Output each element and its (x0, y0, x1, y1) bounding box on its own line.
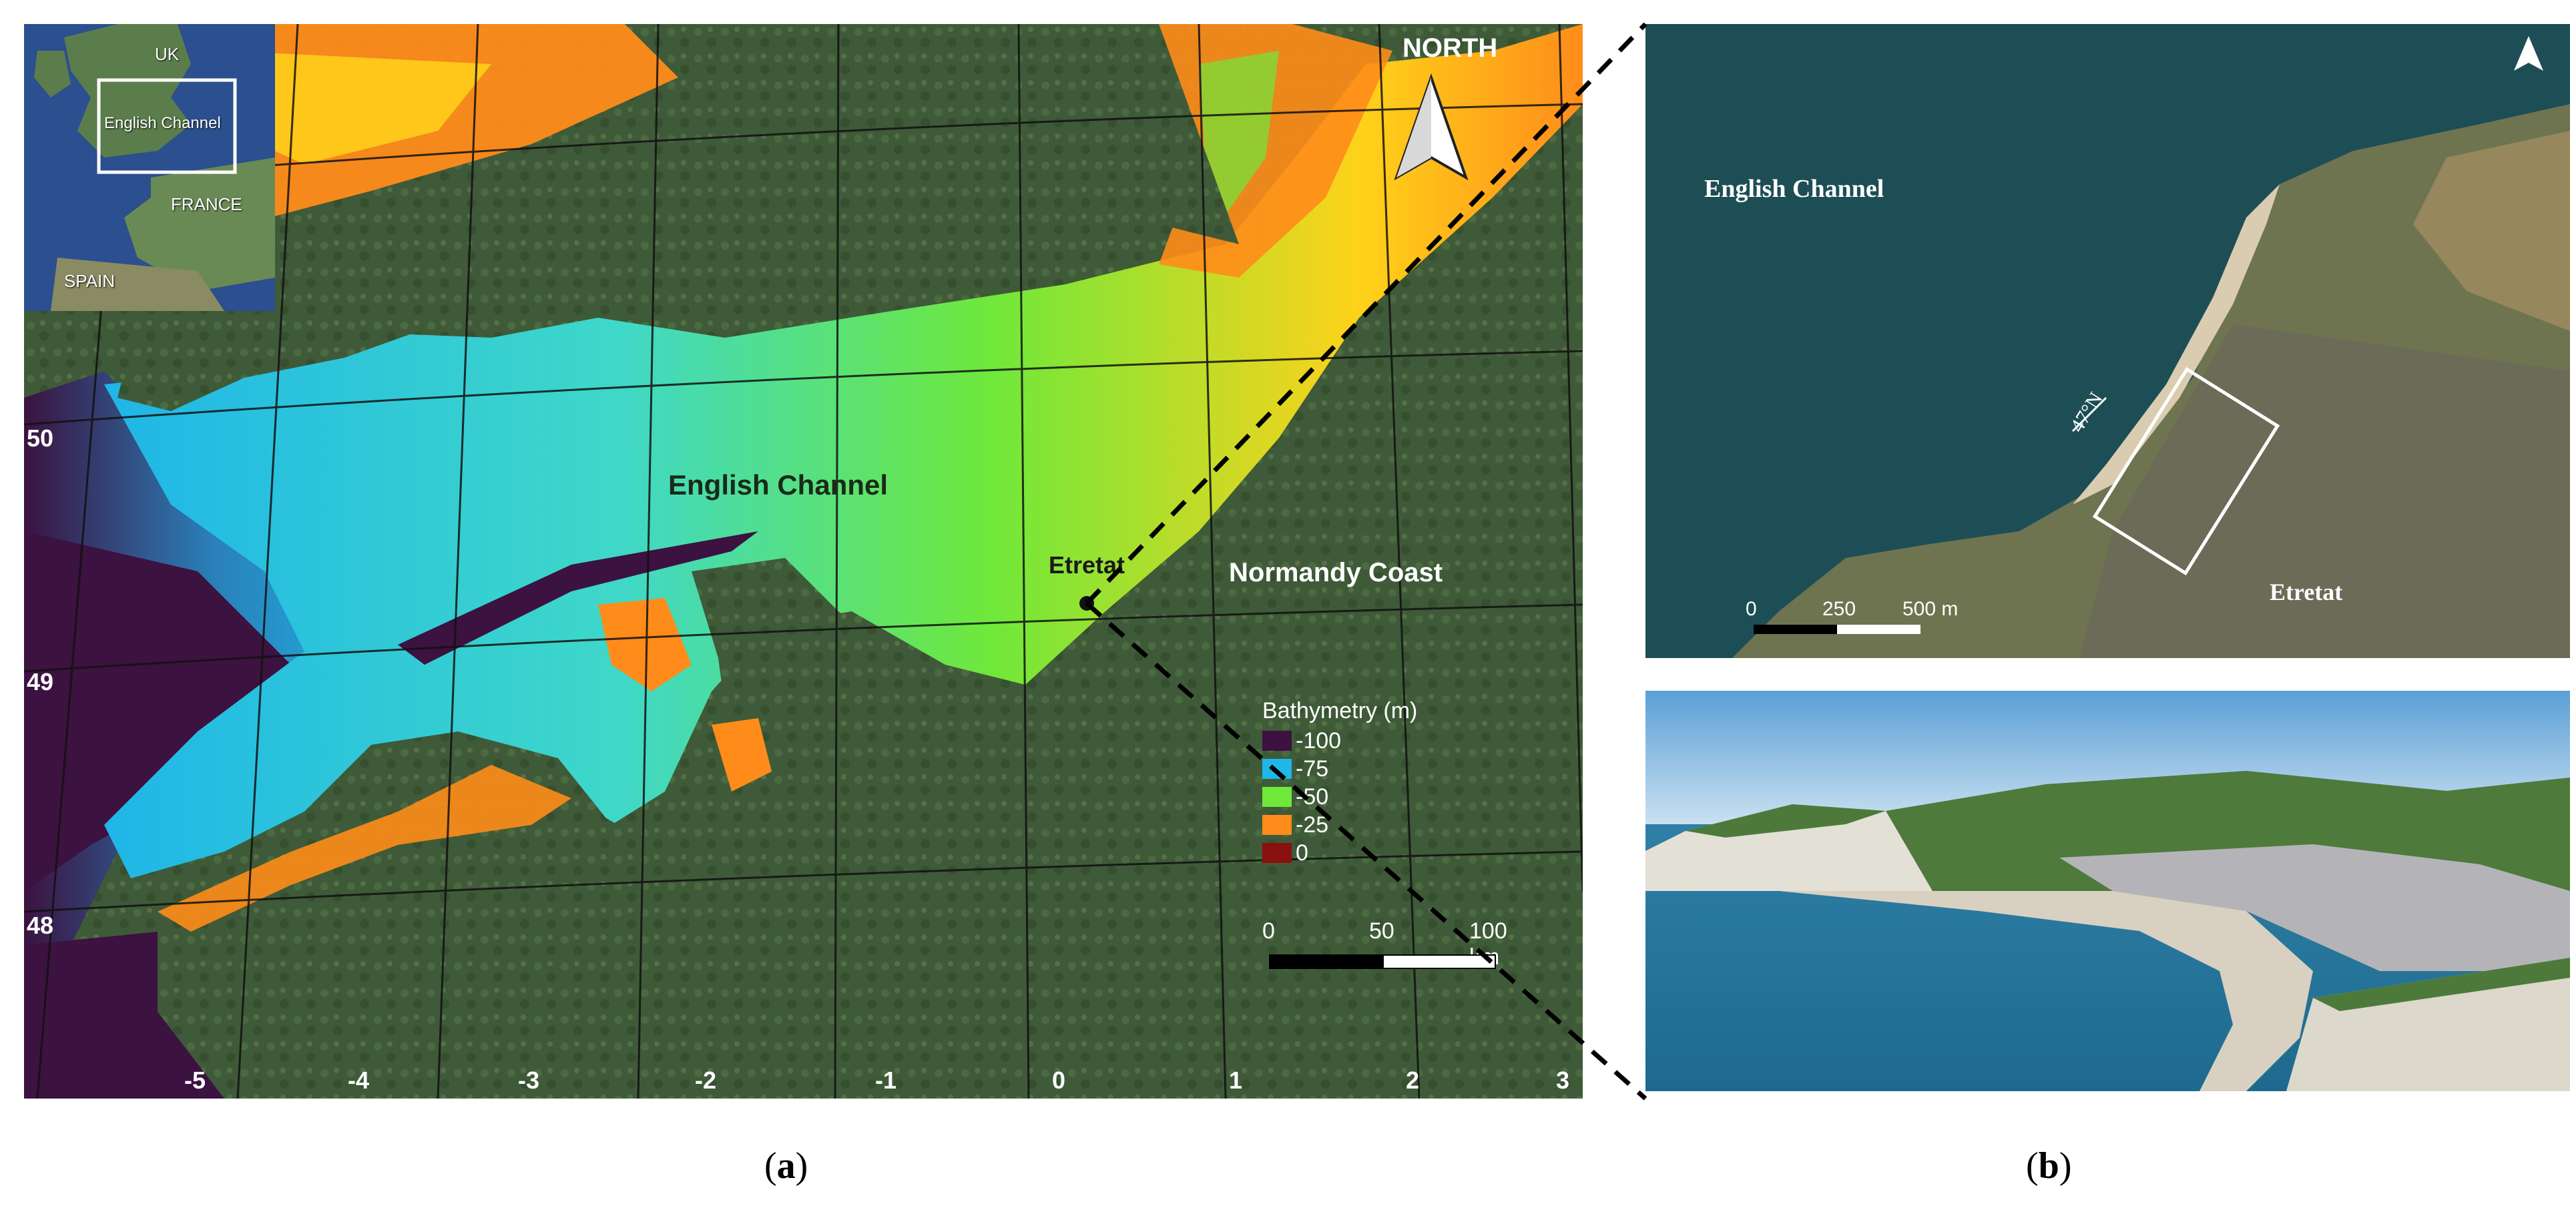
satellite-english-channel-label: English Channel (1704, 175, 1884, 203)
farmland (2413, 131, 2570, 331)
bathymetry-map-panel: UK English Channel FRANCE SPAIN NORTH En… (24, 24, 1583, 1099)
inset-map-graphic (24, 24, 275, 311)
cliff-top-grass (1686, 804, 1886, 838)
bearing-arrow-icon (2071, 396, 2107, 432)
legend-item: -25 (1262, 811, 1483, 839)
satellite-image (1645, 24, 2570, 658)
inset-label-spain: SPAIN (64, 271, 115, 291)
legend-value: 0 (1296, 840, 1308, 866)
inset-label-france: FRANCE (171, 194, 242, 214)
caption-a: (a) (764, 1145, 808, 1187)
normandy-coast-label: Normandy Coast (1229, 558, 1443, 587)
longitude-label-minus1: -1 (875, 1067, 897, 1094)
etretat-photo-panel (1645, 691, 2570, 1091)
scale-tick-0: 0 (1262, 918, 1275, 944)
longitude-label-minus4: -4 (348, 1067, 370, 1094)
legend-swatch (1262, 815, 1292, 835)
north-arrow-icon (2514, 36, 2543, 71)
inset-label-uk: UK (155, 44, 180, 64)
town-buildings (2059, 844, 2570, 971)
channel-islands-shoal-2 (712, 718, 772, 792)
legend-value: -100 (1296, 727, 1342, 753)
sat-scale-black-segment (1754, 625, 1837, 634)
scale-tick-50: 50 (1369, 918, 1394, 944)
cliff-amont-grass (2313, 958, 2570, 1011)
longitude-label-minus5: -5 (184, 1067, 206, 1094)
longitude-label-2: 2 (1406, 1067, 1420, 1094)
satellite-scale-bar: 0 250 500 m (1746, 598, 2013, 638)
legend-item: 0 (1262, 839, 1483, 867)
study-area-box (2092, 366, 2280, 576)
cornwall-land (117, 278, 438, 411)
latitude-label-50: 50 (27, 424, 54, 452)
longitude-label-minus2: -2 (695, 1067, 717, 1094)
latitude-label-49: 49 (27, 668, 54, 695)
sat-scale-tick-0: 0 (1746, 598, 1757, 620)
longitude-label-0: 0 (1052, 1067, 1066, 1094)
legend-value: -50 (1296, 784, 1329, 810)
longitude-label-1: 1 (1229, 1067, 1243, 1094)
beach (2073, 184, 2280, 505)
beach (1779, 891, 2313, 1091)
sat-scale-tick-500: 500 m (1902, 598, 1959, 620)
legend-value: -25 (1296, 812, 1329, 838)
north-label: NORTH (1402, 33, 1498, 63)
longitude-label-3: 3 (1556, 1067, 1570, 1094)
abyssal-zone (24, 531, 304, 892)
english-channel-water (104, 24, 1583, 878)
bathymetry-legend: Bathymetry (m) -100 -75 -50 -25 0 (1262, 698, 1483, 867)
legend-title: Bathymetry (m) (1262, 698, 1418, 723)
legend-value: -75 (1296, 755, 1329, 782)
legend-swatch (1262, 731, 1292, 751)
hurd-deep-trench (398, 531, 758, 665)
legend-item: -75 (1262, 755, 1483, 783)
legend-item: -50 (1262, 783, 1483, 811)
location-inset-map: UK English Channel FRANCE SPAIN (24, 24, 275, 311)
inset-label-english-channel: English Channel (104, 114, 221, 132)
scale-bar-black-segment (1269, 954, 1382, 969)
caption-b-letter: b (2038, 1145, 2059, 1187)
etretat-photo (1645, 691, 2570, 1091)
channel-islands-shoal (598, 598, 692, 691)
legend-swatch (1262, 787, 1292, 807)
satellite-view-panel: English Channel Etretat 47°N 0 250 500 m (1645, 24, 2570, 658)
legend-swatch (1262, 843, 1292, 863)
caption-b: (b) (2026, 1145, 2072, 1187)
longitude-label-minus3: -3 (518, 1067, 540, 1094)
etretat-marker (1079, 596, 1094, 611)
inset-highlight-box (97, 78, 237, 174)
legend-swatch (1262, 759, 1292, 779)
etretat-label: Etretat (1049, 551, 1125, 579)
satellite-etretat-label: Etretat (2270, 579, 2343, 605)
brittany-coastal-shallows (158, 765, 571, 932)
legend-item: -100 (1262, 727, 1483, 755)
scale-bar-white-segment (1382, 954, 1496, 969)
sat-scale-tick-250: 250 (1822, 598, 1856, 620)
town-area (2079, 324, 2570, 658)
english-channel-label: English Channel (668, 469, 888, 501)
caption-a-letter: a (776, 1145, 796, 1187)
latitude-label-48: 48 (27, 912, 54, 939)
scale-bar-km: 0 50 100 km (1262, 918, 1543, 998)
sat-scale-white-segment (1837, 625, 1920, 634)
